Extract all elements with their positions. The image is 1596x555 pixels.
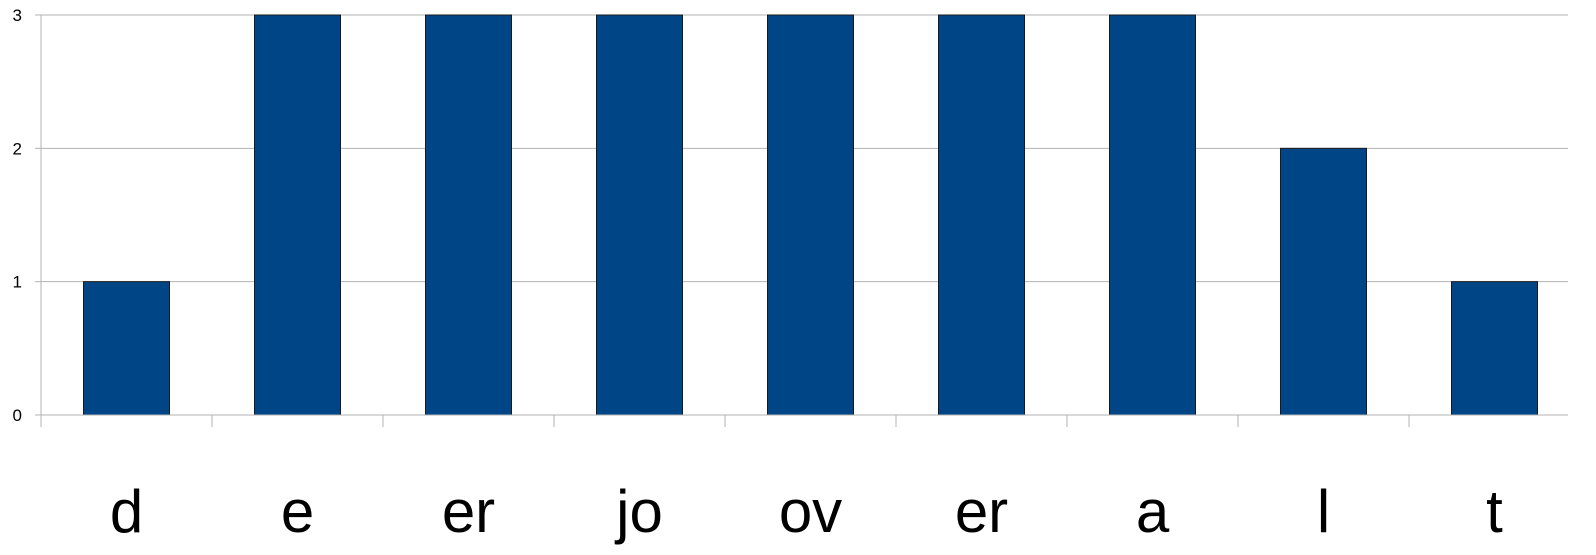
bar-0 — [83, 281, 170, 416]
bar-3 — [596, 14, 683, 416]
x-tick-label: er — [442, 478, 495, 545]
bar-2 — [425, 14, 512, 416]
x-tick-label: d — [110, 478, 143, 545]
bar-1 — [254, 14, 341, 416]
x-tick-label: er — [955, 478, 1008, 545]
bar-8 — [1451, 281, 1538, 416]
y-tick-label: 1 — [13, 273, 22, 292]
bar-6 — [1109, 14, 1196, 416]
x-tick-label: a — [1136, 478, 1170, 545]
y-tick-label: 2 — [13, 139, 22, 158]
bar-5 — [938, 14, 1025, 416]
x-tick-label: l — [1317, 478, 1330, 545]
tick-labels: 0 1 2 3 d e er jo ov er a l t — [13, 6, 1504, 545]
x-tick-label: t — [1486, 478, 1503, 545]
y-tick-label: 0 — [13, 406, 22, 425]
x-tick-label: e — [281, 478, 314, 545]
bars — [83, 14, 1538, 416]
axes — [40, 15, 1568, 427]
y-tick-label: 3 — [13, 6, 22, 25]
x-tick-label: jo — [614, 478, 663, 545]
bar-4 — [767, 14, 854, 416]
bar-7 — [1280, 147, 1367, 416]
x-tick-label: ov — [779, 478, 842, 545]
